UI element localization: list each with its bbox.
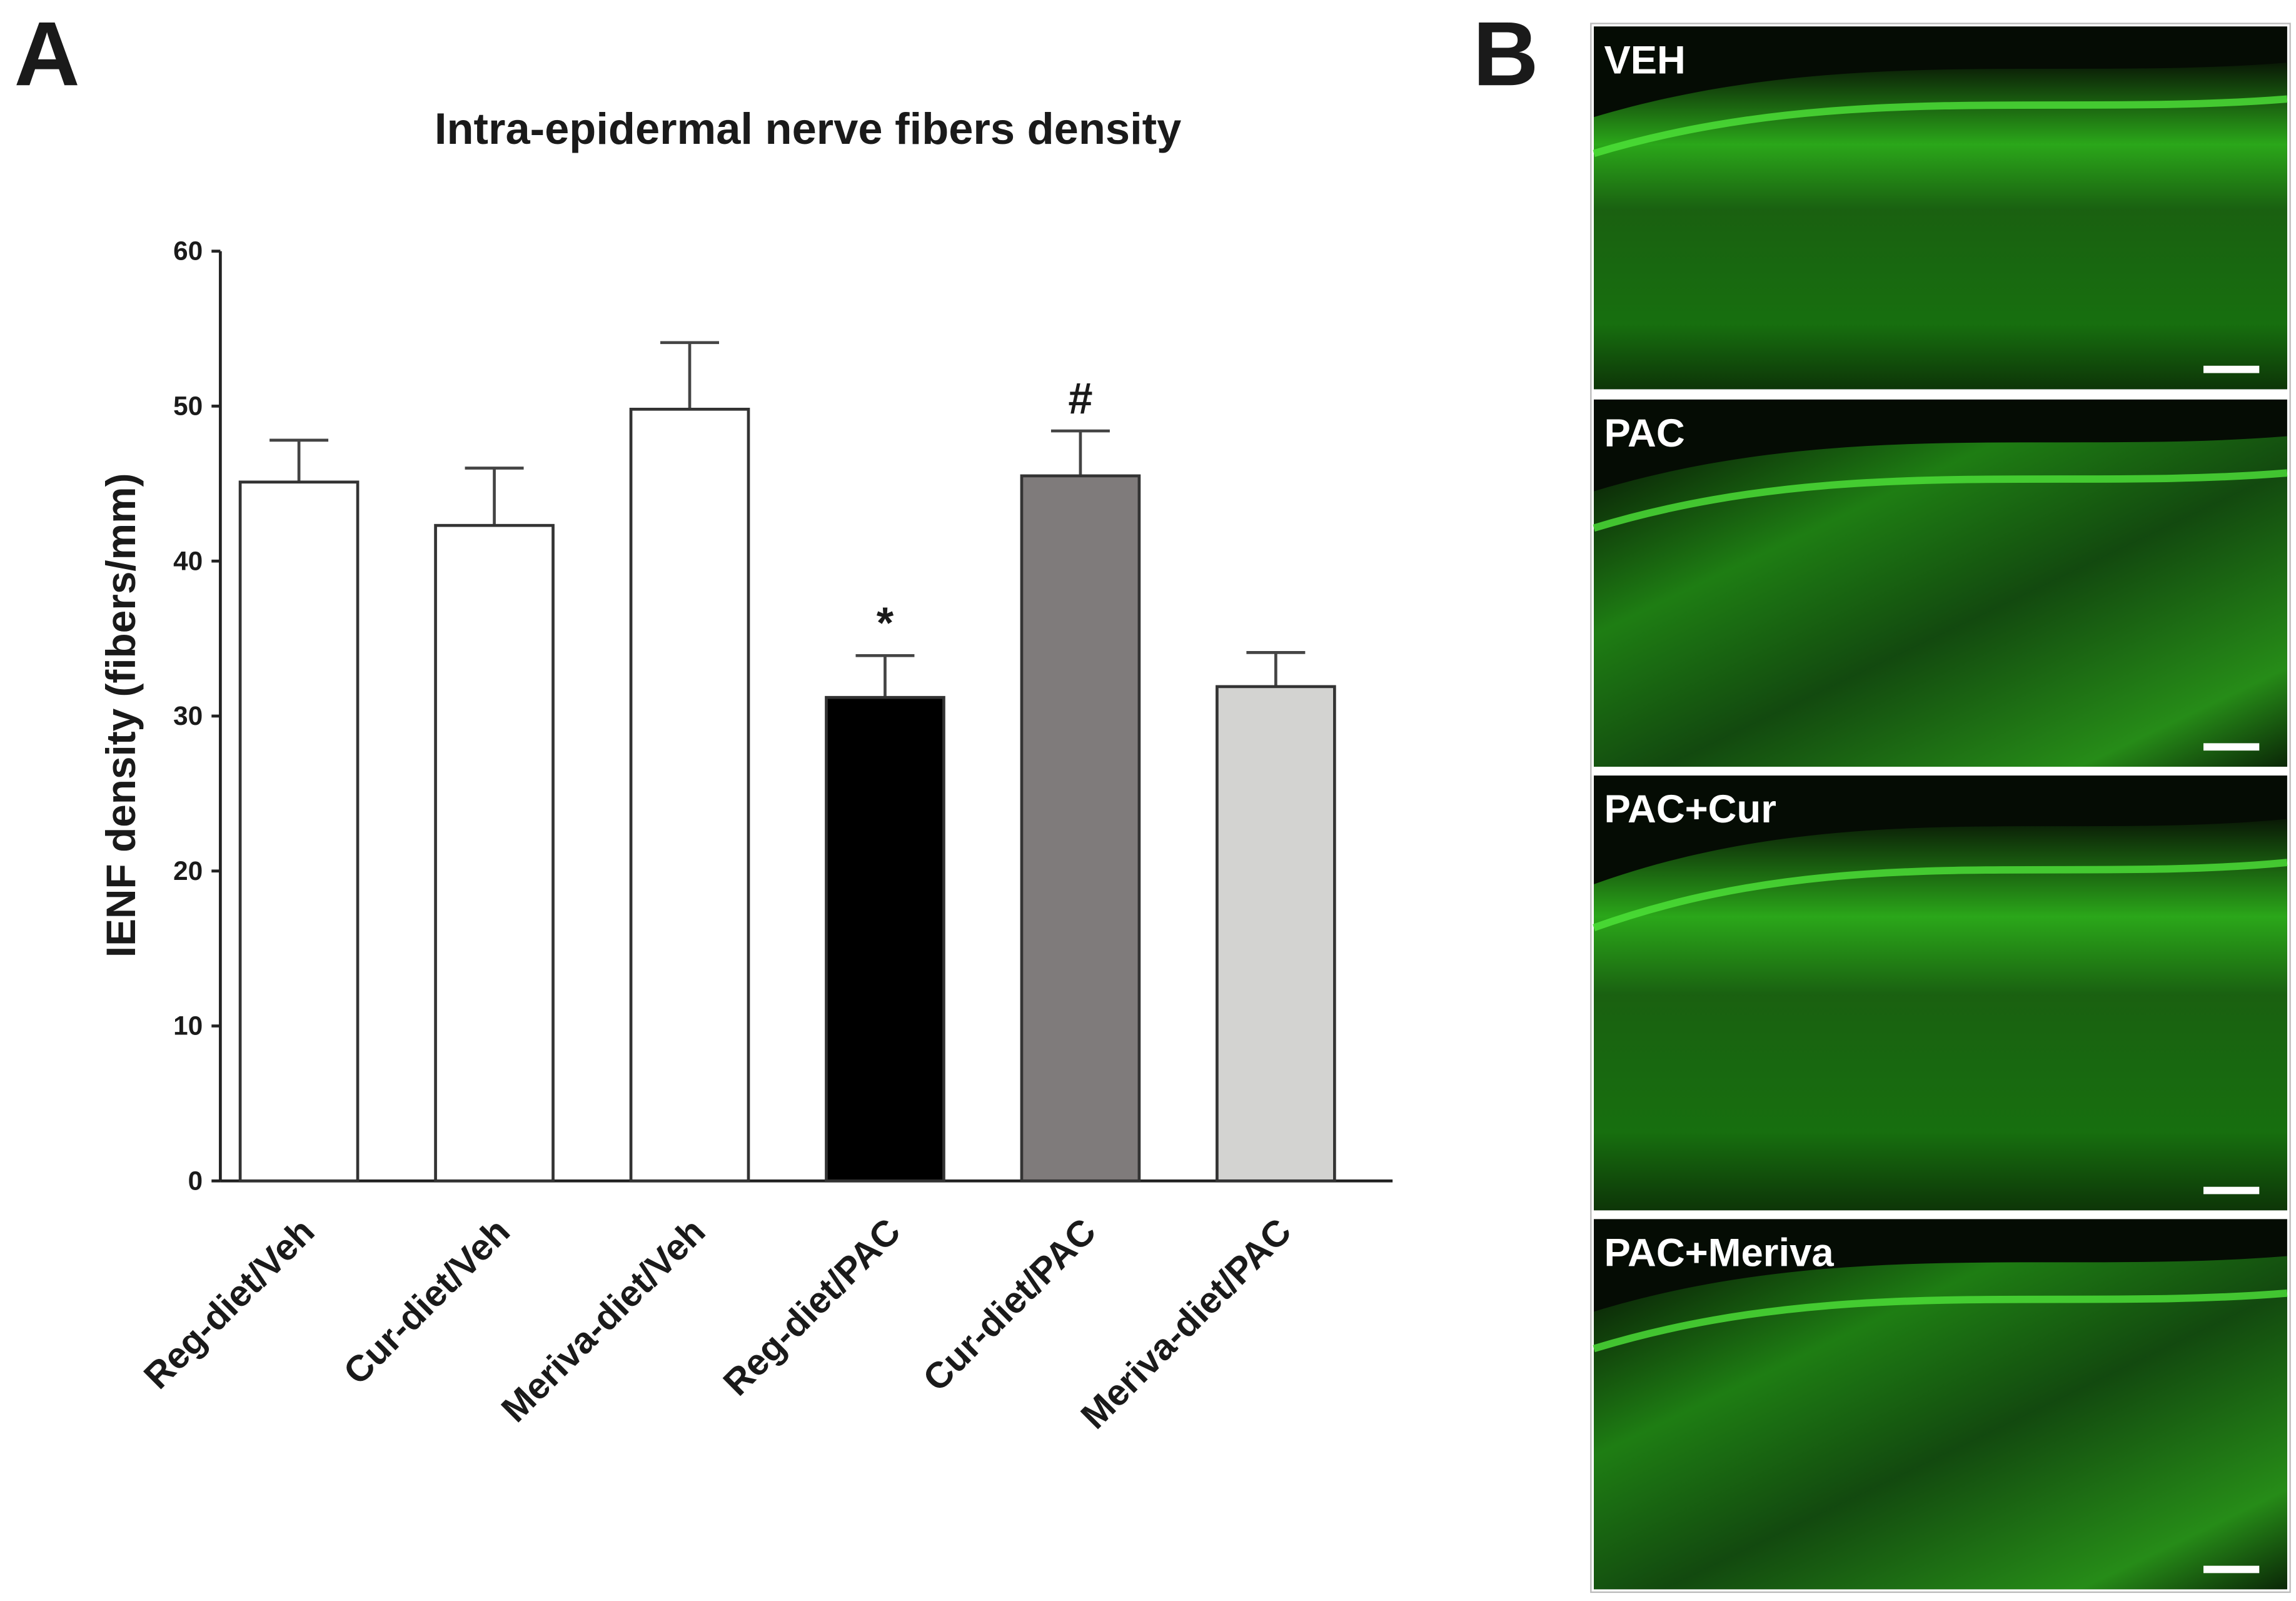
bar [825,695,945,1183]
scale-bar [2203,1186,2260,1194]
y-tick-label: 10 [173,1011,203,1041]
y-tick-label: 40 [173,546,203,575]
panel-letter: A [14,3,80,104]
bar [238,480,360,1183]
chart-title: Intra-epidermal nerve fibers density [435,104,1181,153]
y-tick-label: 50 [173,391,203,420]
micrograph-texture [1594,436,2287,767]
x-tick-label: Reg-diet/PAC [716,1211,909,1403]
y-tick-label: 30 [173,701,203,730]
image-label: PAC [1604,412,1684,455]
micrograph-layer [1593,1289,2288,1353]
micrograph-texture [1594,819,2287,1211]
y-tick-label: 60 [173,236,203,266]
annotation: * [877,598,894,647]
x-tick-label: Meriva-diet/Veh [494,1211,713,1430]
image-label: VEH [1604,38,1685,82]
x-tick-label: Cur-diet/Veh [336,1211,518,1392]
annotation: # [1068,373,1092,423]
micrograph-texture [1594,1256,2287,1590]
y-tick-label: 0 [188,1166,203,1195]
bar [434,523,555,1183]
micrograph-layer [1593,859,2288,931]
image-label: PAC+Cur [1604,787,1776,831]
image-panels: VEH PAC PAC+Cur PAC+Meriva [1590,23,2291,1593]
image-label: PAC+Meriva [1604,1231,1834,1275]
bar [1216,685,1336,1183]
micrograph-layer [1593,469,2288,532]
y-tick-label: 20 [173,856,203,886]
scale-bar [2203,365,2260,373]
micrograph-layer [1593,95,2288,157]
x-tick-label: Reg-diet/Veh [136,1211,322,1396]
scale-bar [2203,743,2260,751]
x-tick-label: Cur-diet/PAC [915,1211,1104,1399]
scale-bar [2203,1565,2260,1573]
x-tick-label: Meriva-diet/PAC [1073,1211,1299,1437]
panel-letter: B [1473,3,1538,104]
bar [629,408,750,1183]
micrograph-texture [1594,63,2287,390]
bar [1020,474,1141,1183]
y-axis-label: IENF density (fibers/mm) [98,473,144,957]
